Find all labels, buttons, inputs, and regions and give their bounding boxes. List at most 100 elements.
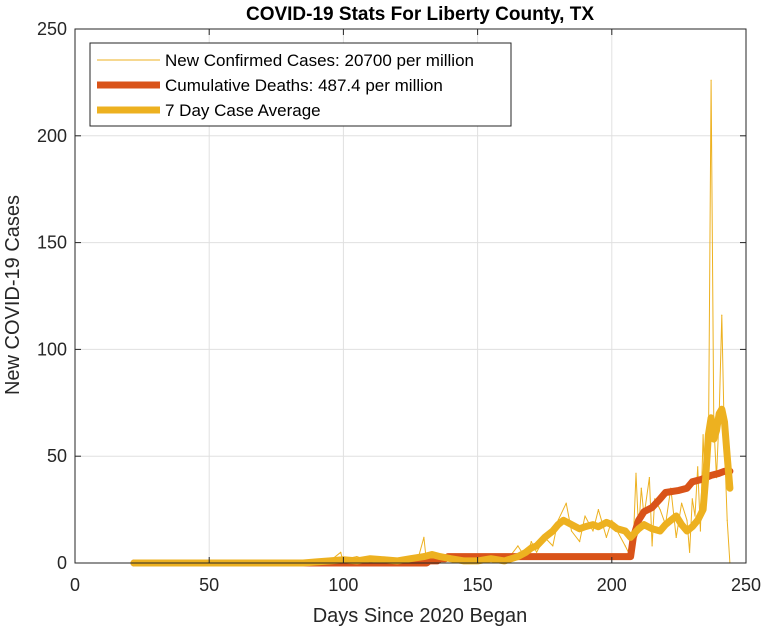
series-7day-case-average-point [657,528,664,534]
series-new-confirmed-cases-point [584,515,586,517]
series-cumulative-deaths-point [675,487,682,494]
series-7day-case-average-point [689,523,696,530]
y-tick-label: 50 [47,446,67,466]
chart-title: COVID-19 Stats For Liberty County, TX [246,4,594,25]
series-7day-case-average-point [716,410,723,417]
x-axis-label: Days Since 2020 Began [313,605,528,627]
series-7day-case-average-point [549,528,556,534]
series-new-confirmed-cases-point [423,536,425,539]
series-new-confirmed-cases-point [356,556,358,558]
series-7day-case-average-point [705,431,712,438]
series-7day-case-average-line [130,405,734,567]
series-7day-case-average-point [726,485,733,492]
series-7day-case-average-point [724,453,731,460]
series-7day-case-average-point [635,525,642,532]
series-new-confirmed-cases-point [691,498,693,500]
series-7day-case-average-point [353,557,360,564]
series-cumulative-deaths-point [627,553,634,560]
series-cumulative-deaths-point [649,504,656,511]
series-7day-case-average-point [582,523,588,530]
series-new-confirmed-cases-point [659,509,661,511]
y-tick-label: 200 [37,126,67,146]
series-new-confirmed-cases-point [570,530,573,532]
series-7day-case-average-point [710,436,717,443]
series-7day-case-average-point [367,555,374,562]
series-new-confirmed-cases-point [694,515,696,517]
series-7day-case-average-point [461,557,468,564]
series-new-confirmed-cases-point [605,536,608,539]
legend-box [89,42,512,127]
x-tick-label: 250 [731,575,761,595]
series-new-confirmed-cases-point [635,472,637,474]
x-tick-label: 200 [597,575,627,595]
series-7day-case-average-point [622,528,629,534]
series-7day-case-average-point [327,557,333,564]
series-7day-case-average-point [568,521,575,528]
series-new-confirmed-cases-point [611,519,613,521]
series-7day-case-average-point [533,542,540,549]
series-new-confirmed-cases-point [530,541,532,543]
series-7day-case-average-point [420,553,427,560]
series-cumulative-deaths-point [635,517,642,524]
series-7day-case-average-point [721,419,728,425]
series-new-confirmed-cases-point [697,466,699,468]
series-7day-case-average-point [708,414,715,421]
series-new-confirmed-cases-point [681,502,683,504]
series-7day-case-average-point [608,521,615,528]
series-7day-case-average-point [678,521,685,528]
legend-label-deaths: Cumulative Deaths: 487.4 per million [165,76,443,95]
series-7day-case-average-point [514,553,521,560]
series-new-confirmed-cases-point [592,530,594,532]
series-new-confirmed-cases-point [699,530,702,532]
series-new-confirmed-cases-point [579,541,581,543]
series-new-confirmed-cases-point [686,519,688,521]
series-new-confirmed-cases-point [702,434,704,436]
series-cumulative-deaths-point [689,478,696,485]
series-7day-case-average-point [501,557,508,564]
series-cumulative-deaths-point [657,495,664,502]
series-new-confirmed-cases-point [597,509,600,511]
series-new-confirmed-cases-point [648,477,651,479]
series-7day-case-average-point [694,517,701,524]
y-tick-label: 250 [37,19,67,39]
series-7day-case-average-point [662,521,669,528]
series-new-confirmed-cases-point [640,487,642,489]
plot-area [130,79,734,567]
y-tick-label: 150 [37,233,67,253]
series-7day-case-average-point [627,534,634,541]
x-tick-label: 100 [328,575,358,595]
series-7day-case-average-point [488,555,494,562]
series-7day-case-average-point [590,521,596,528]
series-cumulative-deaths-point [716,470,723,477]
series-cumulative-deaths-point [684,485,690,492]
series-7day-case-average-point [555,521,562,528]
series-7day-case-average-point [718,406,725,413]
series-7day-case-average-point [447,555,454,562]
series-7day-case-average-point [576,525,583,532]
x-tick-label: 50 [199,575,219,595]
x-tick-label: 150 [463,575,493,595]
y-tick-label: 100 [37,339,67,359]
series-new-confirmed-cases-point [675,536,677,539]
series-7day-case-average-point [667,517,674,524]
series-7day-case-average-point [541,534,548,541]
y-axis-ticks: 0 50 100 150 200 250 [37,19,746,573]
series-new-confirmed-cases-point [624,545,626,547]
legend-label-7day-average: 7 Day Case Average [165,101,321,120]
series-cumulative-deaths-point [708,472,715,479]
series-new-confirmed-cases-point [726,519,728,521]
series-7day-case-average-point [684,528,690,534]
series-7day-case-average [130,405,734,567]
series-7day-case-average-point [313,558,320,565]
x-axis-ticks: 0 50 100 150 200 250 [70,29,761,595]
axes-box [74,28,747,564]
series-7day-case-average-point [603,519,610,526]
series-new-confirmed-cases-point [721,314,723,316]
series-new-confirmed-cases-point [536,551,538,553]
series-new-confirmed-cases-point [340,551,342,553]
series-new-confirmed-cases-point [710,79,712,81]
legend-label-new-cases: New Confirmed Cases: 20700 per million [165,51,474,70]
series-7day-case-average-point [429,551,435,558]
series-7day-case-average-point [700,506,707,513]
